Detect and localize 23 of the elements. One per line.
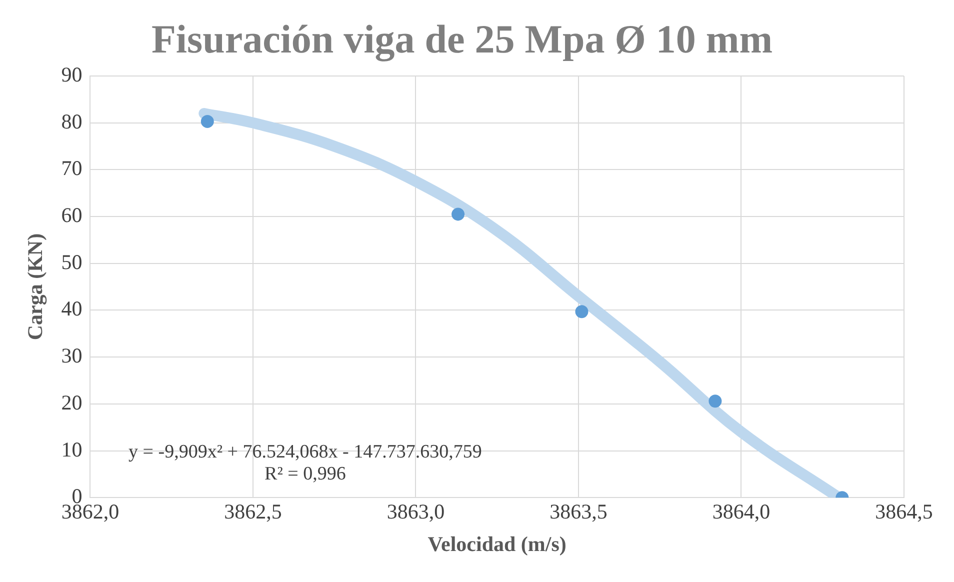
x-tick-label: 3862,5 — [224, 500, 282, 524]
annotation: y = -9,909x² + 76.524,068x - 147.737.630,759 — [128, 442, 482, 463]
x-tick-label: 3864,0 — [712, 500, 770, 524]
chart-title: Fisuración viga de 25 Mpa Ø 10 mm — [151, 16, 773, 62]
point — [452, 208, 465, 221]
point — [575, 305, 588, 318]
x-tick-label: 3864,5 — [875, 500, 933, 524]
y-tick-label: 50 — [61, 250, 82, 274]
annotation: R² = 0,996 — [264, 464, 346, 485]
x-tick-label: 3863,0 — [386, 500, 445, 524]
x-tick-label: 3863,5 — [550, 500, 608, 524]
y-tick-label: 60 — [61, 203, 82, 228]
y-tick-label: 10 — [61, 437, 82, 462]
y-tick-label: 80 — [61, 109, 82, 134]
y-tick-label: 40 — [61, 296, 82, 321]
point — [200, 114, 214, 128]
point — [708, 394, 722, 408]
y-tick-label: 90 — [61, 62, 82, 87]
y-tick-label: 70 — [61, 156, 82, 180]
y-axis-title: Carga (KN) — [23, 233, 48, 340]
y-tick-label: 30 — [61, 344, 82, 368]
x-axis-title: Velocidad (m/s) — [428, 532, 566, 556]
y-tick-label: 20 — [61, 390, 82, 414]
